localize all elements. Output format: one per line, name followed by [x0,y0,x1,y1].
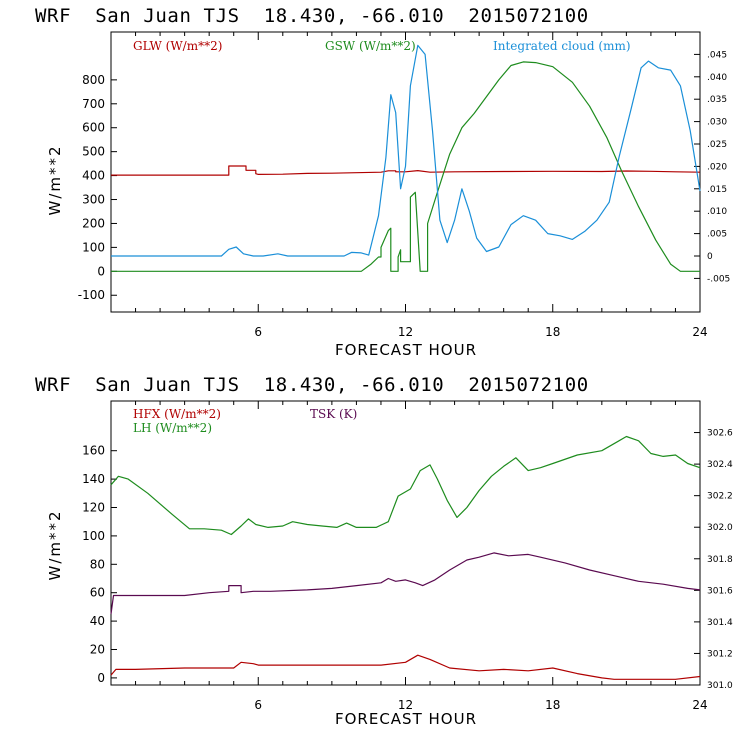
series-line-1 [110,435,701,536]
panel2-series [110,435,701,680]
y-tick-label: 200 [82,216,105,230]
y-tick-label: 80 [90,557,105,571]
y2-tick-label: 301.8 [707,555,733,565]
y2-tick-label: 301.2 [707,649,733,659]
x-tick-label: 18 [545,698,560,712]
y-tick-label: 0 [97,264,105,278]
series-line-0 [111,165,701,176]
panel2-title: WRF San Juan TJS 18.430, -66.010 2015072… [35,374,589,396]
y-tick-label: 160 [82,444,105,458]
panel1-legend-glw: GLW (W/m**2) [133,39,222,53]
y-tick-label: 500 [82,145,105,159]
y2-tick-label: .020 [707,162,727,172]
panel1-x-axis-label: FORECAST HOUR [335,341,477,359]
y-tick-label: 0 [97,671,105,685]
y-tick-label: 400 [82,169,105,183]
y2-tick-label: -.005 [707,274,730,284]
panel1-legend-cloud: Integrated cloud (mm) [493,39,631,53]
y2-tick-label: .010 [707,207,727,217]
panel1-y-axis-label: W/m**2 [46,144,64,215]
series-line-2 [110,552,701,615]
y-tick-label: 600 [82,121,105,135]
panel2-x-axis-label: FORECAST HOUR [335,710,477,728]
panel2-legend-tsk: TSK (K) [310,407,357,421]
y2-tick-label: 302.4 [707,460,733,470]
panel2-legend-lh: LH (W/m**2) [133,421,212,435]
y-tick-label: 20 [90,643,105,657]
y2-tick-label: .030 [707,118,727,128]
panel2-plot-frame [110,400,701,686]
y2-tick-label: 302.2 [707,492,733,502]
y-tick-label: 120 [82,501,105,515]
y2-tick-label: .045 [707,50,727,60]
panel1-series [111,44,701,272]
y-tick-label: 800 [82,73,105,87]
y-tick-label: 100 [82,240,105,254]
panel2-y2-ticks: 301.0 301.2 301.4 301.6 301.8 302.0 302.2 302.4… [694,429,733,691]
x-tick-label: 18 [545,325,560,339]
y2-tick-label: 0 [707,252,713,262]
panel2-y-axis-label: W/m**2 [46,509,64,580]
y-tick-label: 100 [82,529,105,543]
panel1-y-ticks: -100 0 100 200 300 400 500 600 700 800 [78,73,117,302]
y2-tick-label: 301.6 [707,586,733,596]
series-line-2 [111,44,701,257]
series-line-0 [110,654,701,680]
y-tick-label: -100 [78,288,105,302]
x-tick-label: 24 [692,325,707,339]
x-tick-label: 24 [692,698,707,712]
panel2-y-ticks: 0 20 40 60 80 100 120 140 160 [82,444,117,685]
y-tick-label: 40 [90,614,105,628]
y-tick-label: 700 [82,97,105,111]
y-tick-label: 300 [82,193,105,207]
y2-tick-label: 301.0 [707,681,733,691]
y2-tick-label: 302.6 [707,429,733,439]
panel1-x-ticks: 6 12 18 24 [135,32,708,339]
panel1-title: WRF San Juan TJS 18.430, -66.010 2015072… [35,5,589,27]
y2-tick-label: .035 [707,95,727,105]
panel2-legend-hfx: HFX (W/m**2) [133,407,221,421]
panel1-legend-gsw: GSW (W/m**2) [325,39,416,53]
x-tick-label: 12 [398,325,413,339]
y-tick-label: 140 [82,472,105,486]
y-tick-label: 60 [90,586,105,600]
y2-tick-label: .015 [707,185,727,195]
y2-tick-label: .005 [707,230,727,240]
y2-tick-label: 301.4 [707,618,733,628]
x-tick-label: 6 [254,325,262,339]
y2-tick-label: 302.0 [707,523,733,533]
series-line-1 [111,61,700,272]
y2-tick-label: .040 [707,73,727,83]
x-tick-label: 12 [398,698,413,712]
panel2-x-ticks: 6 12 18 24 [135,401,708,712]
x-tick-label: 6 [254,698,262,712]
panel1-y2-ticks: -.005 0 .005 .010 .015 .020 .025 .030 .035 .040 .0… [694,50,730,284]
y2-tick-label: .025 [707,140,727,150]
